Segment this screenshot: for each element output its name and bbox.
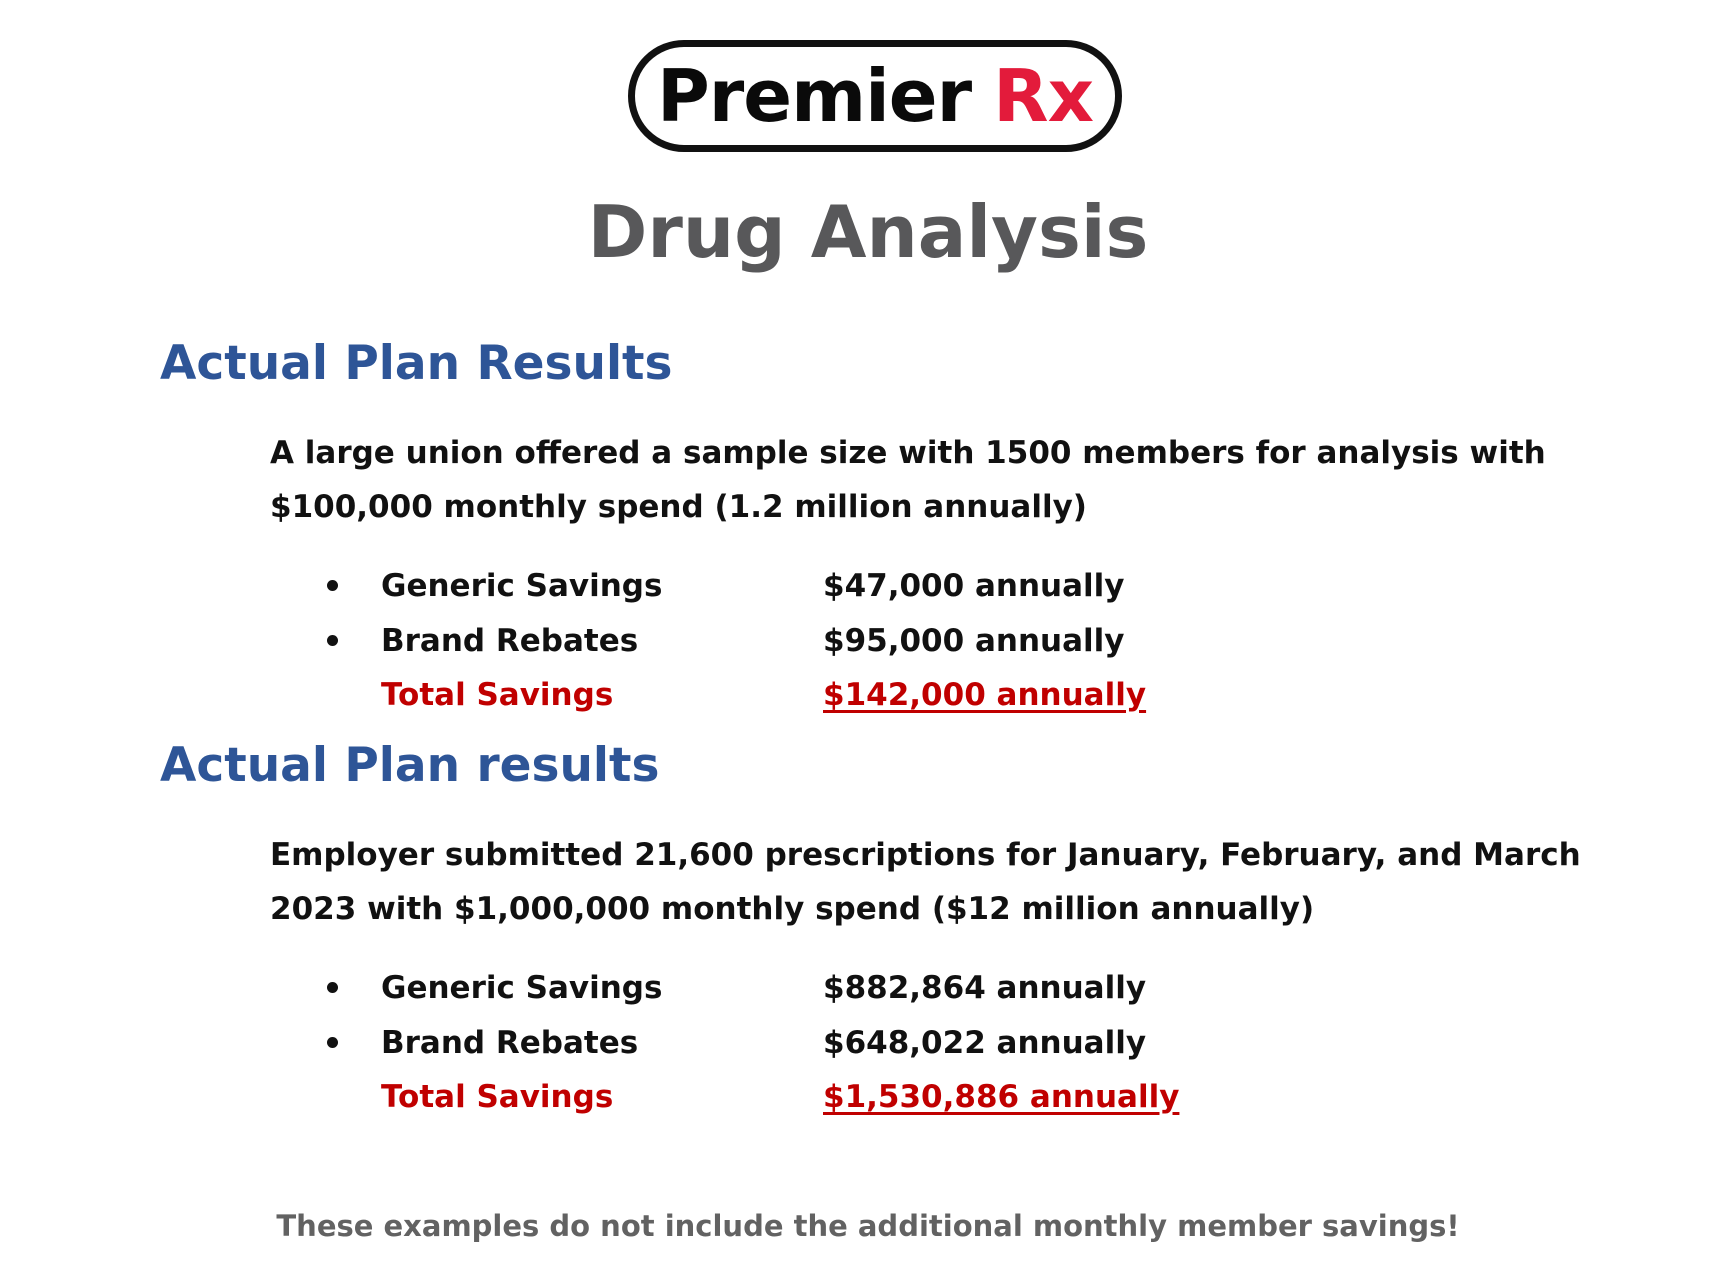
logo-accent-text: Rx — [993, 54, 1094, 138]
item-label: Generic Savings — [381, 970, 663, 1006]
total-value: $142,000 annually — [823, 677, 1147, 713]
section-description-1: A large union offered a sample size with… — [270, 435, 1546, 525]
item-value: $47,000 annually — [823, 568, 1125, 604]
item-label: Brand Rebates — [381, 1025, 639, 1061]
section-heading-2: Actual Plan results — [160, 738, 660, 793]
total-label: Total Savings — [381, 1079, 614, 1115]
bullet-icon — [327, 580, 338, 591]
item-label: Brand Rebates — [381, 623, 639, 659]
total-label: Total Savings — [381, 677, 614, 713]
bullet-icon — [327, 635, 338, 646]
section-description-2: Employer submitted 21,600 prescriptions … — [270, 837, 1581, 927]
item-value: $648,022 annually — [823, 1025, 1147, 1061]
page-title: Drug Analysis — [587, 190, 1149, 274]
premier-rx-logo: Premier Rx — [628, 40, 1122, 152]
bullet-icon — [327, 982, 338, 993]
section-heading-1: Actual Plan Results — [160, 336, 673, 391]
total-value: $1,530,886 annually — [823, 1079, 1180, 1115]
footer-note: These examples do not include the additi… — [276, 1209, 1460, 1243]
bullet-icon — [327, 1037, 338, 1048]
item-value: $882,864 annually — [823, 970, 1147, 1006]
logo-brand-text: Premier — [656, 54, 972, 138]
item-label: Generic Savings — [381, 568, 663, 604]
item-value: $95,000 annually — [823, 623, 1125, 659]
